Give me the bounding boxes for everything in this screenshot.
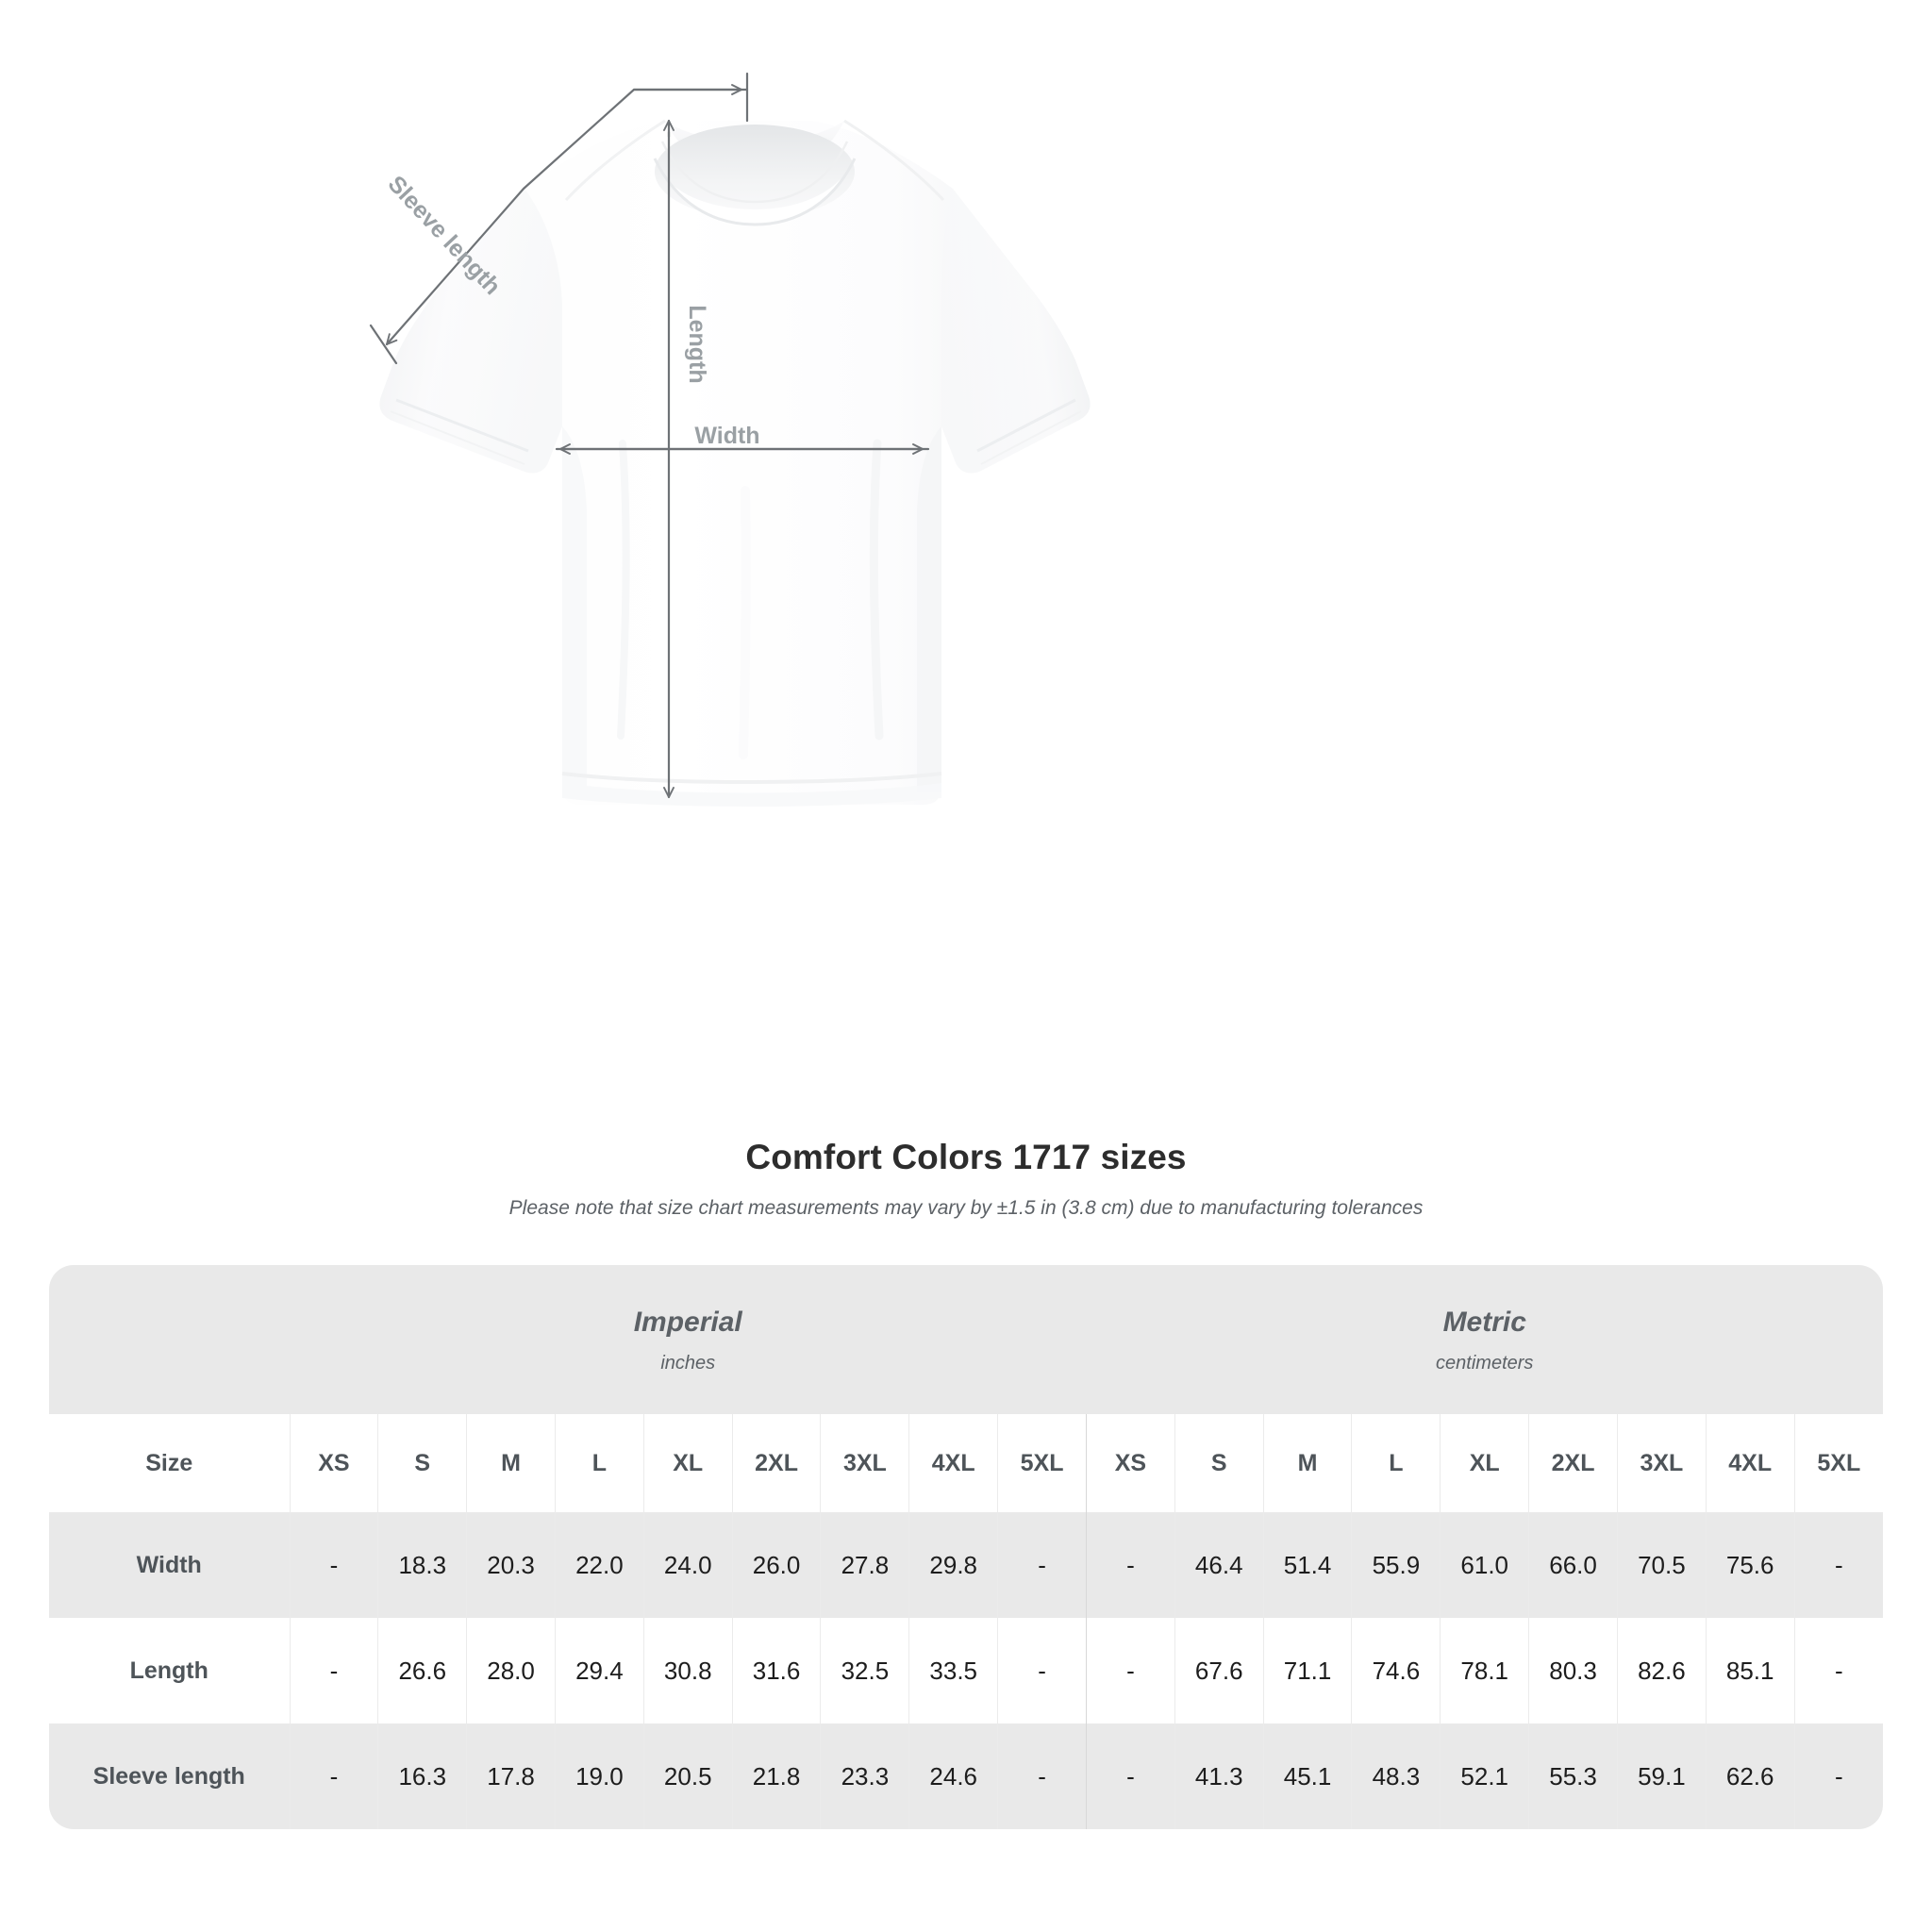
cell-sleeve-length-metric-5xl: - xyxy=(1793,1724,1883,1829)
cell-length-metric-xs: - xyxy=(1085,1618,1175,1724)
cell-length-metric-5xl: - xyxy=(1793,1618,1883,1724)
unit-row-spacer xyxy=(49,1265,290,1414)
cell-sleeve-length-metric-xs: - xyxy=(1085,1724,1175,1829)
tshirt-illustration: Sleeve length Length Width xyxy=(369,72,1091,807)
size-column-header: Size xyxy=(49,1414,290,1512)
size-header-metric-l: L xyxy=(1351,1414,1441,1512)
cell-width-metric-s: 46.4 xyxy=(1174,1512,1264,1618)
cell-width-metric-xs: - xyxy=(1085,1512,1175,1618)
cell-length-metric-2xl: 80.3 xyxy=(1528,1618,1618,1724)
cell-sleeve-length-metric-m: 45.1 xyxy=(1262,1724,1352,1829)
row-label-sleeve-length: Sleeve length xyxy=(49,1724,290,1829)
tolerance-note: Please note that size chart measurements… xyxy=(508,1197,1424,1220)
cell-width-metric-4xl: 75.6 xyxy=(1705,1512,1795,1618)
size-header-imperial-2xl: 2XL xyxy=(731,1414,821,1512)
cell-length-metric-4xl: 85.1 xyxy=(1705,1618,1795,1724)
cell-length-imperial-2xl: 31.6 xyxy=(731,1618,821,1724)
length-label: Length xyxy=(684,305,710,383)
cell-length-imperial-l: 29.4 xyxy=(554,1618,644,1724)
tshirt-graphic xyxy=(379,119,1091,807)
size-header-imperial-3xl: 3XL xyxy=(820,1414,909,1512)
cell-sleeve-length-metric-3xl: 59.1 xyxy=(1616,1724,1707,1829)
size-header-metric-m: M xyxy=(1262,1414,1352,1512)
size-header-imperial-xl: XL xyxy=(642,1414,733,1512)
unit-header-metric: Metric centimeters xyxy=(1086,1265,1883,1414)
size-header-row: Size XS S M L XL 2XL 3XL 4XL 5XL XS S M L XL 2XL 3XL 4XL 5… xyxy=(49,1414,1883,1512)
cell-width-imperial-m: 20.3 xyxy=(466,1512,556,1618)
unit-header-imperial: Imperial inches xyxy=(290,1265,1087,1414)
size-header-imperial-l: L xyxy=(554,1414,644,1512)
cell-sleeve-length-imperial-3xl: 23.3 xyxy=(820,1724,909,1829)
cell-sleeve-length-metric-2xl: 55.3 xyxy=(1528,1724,1618,1829)
size-header-metric-5xl: 5XL xyxy=(1793,1414,1883,1512)
cell-width-imperial-xs: - xyxy=(289,1512,378,1618)
size-header-metric-3xl: 3XL xyxy=(1616,1414,1707,1512)
size-chart-table-container: Imperial inches Metric centimeters Size XS S M L… xyxy=(49,1265,1883,1829)
row-label-length: Length xyxy=(49,1618,290,1724)
cell-sleeve-length-metric-l: 48.3 xyxy=(1351,1724,1441,1829)
unit-system-name: Metric xyxy=(1442,1306,1526,1338)
size-chart-table: Imperial inches Metric centimeters Size XS S M L… xyxy=(49,1265,1883,1829)
cell-sleeve-length-imperial-l: 19.0 xyxy=(554,1724,644,1829)
page-title: Comfort Colors 1717 sizes xyxy=(745,1138,1187,1176)
size-header-imperial-4xl: 4XL xyxy=(908,1414,998,1512)
cell-sleeve-length-metric-xl: 52.1 xyxy=(1440,1724,1529,1829)
cell-width-imperial-xl: 24.0 xyxy=(642,1512,733,1618)
size-header-metric-4xl: 4XL xyxy=(1705,1414,1795,1512)
cell-sleeve-length-metric-4xl: 62.6 xyxy=(1705,1724,1795,1829)
cell-length-metric-xl: 78.1 xyxy=(1440,1618,1529,1724)
cell-length-metric-s: 67.6 xyxy=(1174,1618,1264,1724)
cell-length-imperial-3xl: 32.5 xyxy=(820,1618,909,1724)
cell-length-imperial-xl: 30.8 xyxy=(642,1618,733,1724)
size-header-metric-xs: XS xyxy=(1085,1414,1175,1512)
cell-sleeve-length-imperial-xs: - xyxy=(289,1724,378,1829)
cell-sleeve-length-imperial-2xl: 21.8 xyxy=(731,1724,821,1829)
size-header-imperial-m: M xyxy=(466,1414,556,1512)
cell-length-imperial-5xl: - xyxy=(997,1618,1087,1724)
cell-width-metric-xl: 61.0 xyxy=(1440,1512,1529,1618)
cell-sleeve-length-metric-s: 41.3 xyxy=(1174,1724,1264,1829)
table-row: Sleeve length -16.3 17.8 19.0 20.5 21.8 23.3 24… xyxy=(49,1724,1883,1829)
cell-width-imperial-s: 18.3 xyxy=(377,1512,467,1618)
cell-width-imperial-l: 22.0 xyxy=(554,1512,644,1618)
cell-length-metric-l: 74.6 xyxy=(1351,1618,1441,1724)
unit-measure-name: inches xyxy=(660,1352,716,1374)
size-header-imperial-5xl: 5XL xyxy=(997,1414,1087,1512)
table-row: Length -26.6 28.0 29.4 30.8 31.6 32.5 33.5- -67.… xyxy=(49,1618,1883,1724)
cell-sleeve-length-imperial-5xl: - xyxy=(997,1724,1087,1829)
cell-width-imperial-2xl: 26.0 xyxy=(731,1512,821,1618)
cell-width-metric-5xl: - xyxy=(1793,1512,1883,1618)
cell-sleeve-length-imperial-4xl: 24.6 xyxy=(908,1724,998,1829)
cell-length-imperial-s: 26.6 xyxy=(377,1618,467,1724)
cell-sleeve-length-imperial-s: 16.3 xyxy=(377,1724,467,1829)
row-label-width: Width xyxy=(49,1512,290,1618)
size-header-metric-s: S xyxy=(1174,1414,1264,1512)
unit-measure-name: centimeters xyxy=(1436,1352,1534,1374)
cell-width-imperial-4xl: 29.8 xyxy=(908,1512,998,1618)
title-block: Comfort Colors 1717 sizes Please note th… xyxy=(0,1137,1932,1222)
table-row: Width -18.3 20.3 22.0 24.0 26.0 27.8 29.8- -46.4… xyxy=(49,1512,1883,1618)
cell-length-imperial-m: 28.0 xyxy=(466,1618,556,1724)
unit-header-row: Imperial inches Metric centimeters xyxy=(49,1265,1883,1414)
size-header-metric-2xl: 2XL xyxy=(1528,1414,1618,1512)
size-header-metric-xl: XL xyxy=(1440,1414,1529,1512)
cell-length-imperial-4xl: 33.5 xyxy=(908,1618,998,1724)
cell-length-imperial-xs: - xyxy=(289,1618,378,1724)
cell-width-metric-l: 55.9 xyxy=(1351,1512,1441,1618)
unit-system-name: Imperial xyxy=(633,1306,742,1338)
cell-width-metric-m: 51.4 xyxy=(1262,1512,1352,1618)
cell-length-metric-m: 71.1 xyxy=(1262,1618,1352,1724)
size-header-imperial-xs: XS xyxy=(289,1414,378,1512)
cell-sleeve-length-imperial-xl: 20.5 xyxy=(642,1724,733,1829)
cell-width-metric-2xl: 66.0 xyxy=(1528,1512,1618,1618)
cell-width-metric-3xl: 70.5 xyxy=(1616,1512,1707,1618)
cell-sleeve-length-imperial-m: 17.8 xyxy=(466,1724,556,1829)
cell-width-imperial-3xl: 27.8 xyxy=(820,1512,909,1618)
cell-width-imperial-5xl: - xyxy=(997,1512,1087,1618)
cell-length-metric-3xl: 82.6 xyxy=(1616,1618,1707,1724)
dimension-lines xyxy=(369,72,930,799)
size-header-imperial-s: S xyxy=(377,1414,467,1512)
width-label: Width xyxy=(694,423,759,449)
